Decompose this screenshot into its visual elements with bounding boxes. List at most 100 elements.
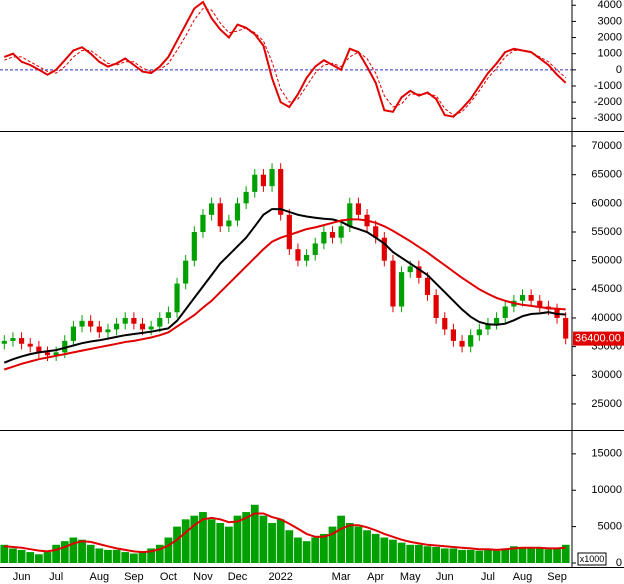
volume-bar xyxy=(354,526,363,563)
candle-body xyxy=(148,326,154,330)
volume-bar xyxy=(216,522,225,563)
candle-body xyxy=(338,226,344,238)
volume-bar xyxy=(475,550,484,563)
y-tick-label: -2000 xyxy=(594,96,622,108)
volume-bar xyxy=(0,544,9,563)
volume-bar xyxy=(544,549,553,563)
candle-body xyxy=(79,320,85,327)
candle-body xyxy=(494,317,500,324)
candle-body xyxy=(399,272,405,307)
candle-body xyxy=(174,283,180,313)
volume-bar xyxy=(69,537,78,563)
line-series xyxy=(3,0,567,118)
candle-body xyxy=(260,174,266,187)
y-tick-label: 2000 xyxy=(598,31,622,43)
candle-body xyxy=(252,174,258,192)
y-tick-label: -3000 xyxy=(594,112,622,124)
candle-body xyxy=(165,312,171,318)
volume-bar xyxy=(458,549,466,563)
volume-bar xyxy=(242,512,251,563)
candle-body xyxy=(183,260,189,284)
volume-bar xyxy=(535,548,544,563)
volume-bar xyxy=(389,539,397,563)
volume-bar xyxy=(104,549,112,563)
candle-body xyxy=(390,260,396,307)
unit-box xyxy=(577,552,607,566)
candle-body xyxy=(105,329,111,333)
volume-bar xyxy=(121,552,130,563)
y-tick-label: -1000 xyxy=(594,80,622,92)
volume-bar xyxy=(363,530,371,563)
candle-body xyxy=(53,352,59,356)
candle-body xyxy=(36,346,42,353)
volume-bar xyxy=(164,537,173,563)
x-tick-label: May xyxy=(400,571,421,583)
y-tick-label: 0 xyxy=(616,557,622,569)
candle-body xyxy=(433,295,439,318)
volume-bar xyxy=(199,512,207,563)
volume-bar xyxy=(95,548,104,563)
volume-bar xyxy=(112,549,121,563)
volume-bar xyxy=(43,552,52,563)
candle-body xyxy=(217,203,223,227)
volume-bar xyxy=(328,526,337,563)
candle-body xyxy=(416,266,422,278)
volume-bar xyxy=(561,544,570,563)
x-tick-label: Dec xyxy=(228,571,248,583)
candle-body xyxy=(321,232,327,244)
candle-body xyxy=(10,338,16,341)
volume-bar xyxy=(492,550,501,563)
y-tick-label: 0 xyxy=(616,64,622,76)
candle-body xyxy=(476,329,482,336)
volume-bar xyxy=(268,522,276,563)
x-tick-label: Jul xyxy=(481,571,495,583)
candle-body xyxy=(528,295,534,301)
volume-bar xyxy=(233,515,242,563)
candle-body xyxy=(381,237,387,261)
x-tick-label: 2022 xyxy=(268,571,292,583)
volume-bar xyxy=(173,526,181,563)
x-tick-label: Sep xyxy=(547,571,567,583)
volume-bar xyxy=(129,553,138,563)
last-price-label: 36400.00 xyxy=(575,333,621,345)
volume-bar xyxy=(147,548,156,563)
volume-bar xyxy=(432,546,441,563)
volume-bar xyxy=(319,533,328,563)
x-tick-label: Apr xyxy=(367,571,384,583)
volume-bar xyxy=(553,548,561,563)
volume-bar xyxy=(518,546,527,563)
volume-bar xyxy=(155,544,164,563)
volume-bar xyxy=(484,549,492,563)
volume-bar xyxy=(311,537,320,563)
candle-body xyxy=(62,340,68,353)
candle-body xyxy=(519,295,526,301)
volume-bar xyxy=(60,541,69,563)
candle-body xyxy=(563,317,569,339)
y-tick-label: 4000 xyxy=(598,0,622,11)
y-tick-label: 45000 xyxy=(591,283,622,295)
x-tick-label: Jun xyxy=(436,571,454,583)
x-tick-label: Aug xyxy=(513,571,533,583)
volume-bar xyxy=(423,546,432,563)
candle-body xyxy=(209,203,215,215)
candle-body xyxy=(226,220,232,227)
volume-bar xyxy=(501,548,510,563)
candle-body xyxy=(1,340,7,344)
y-tick-label: 5000 xyxy=(598,521,622,533)
volume-bar xyxy=(380,537,389,563)
x-tick-label: Mar xyxy=(332,571,351,583)
candle-body xyxy=(278,168,284,215)
volume-bar xyxy=(190,515,199,563)
y-tick-label: 40000 xyxy=(591,312,622,324)
volume-bar xyxy=(207,519,216,563)
y-tick-label: 70000 xyxy=(591,140,622,152)
y-tick-label: 15000 xyxy=(591,448,622,460)
volume-bar xyxy=(17,549,26,563)
volume-bar xyxy=(406,544,415,563)
x-tick-label: Jun xyxy=(13,571,31,583)
y-tick-label: 30000 xyxy=(591,369,622,381)
line-series xyxy=(3,218,566,371)
candle-body xyxy=(295,249,301,261)
volume-bar xyxy=(34,554,43,563)
volume-bar xyxy=(259,515,268,563)
